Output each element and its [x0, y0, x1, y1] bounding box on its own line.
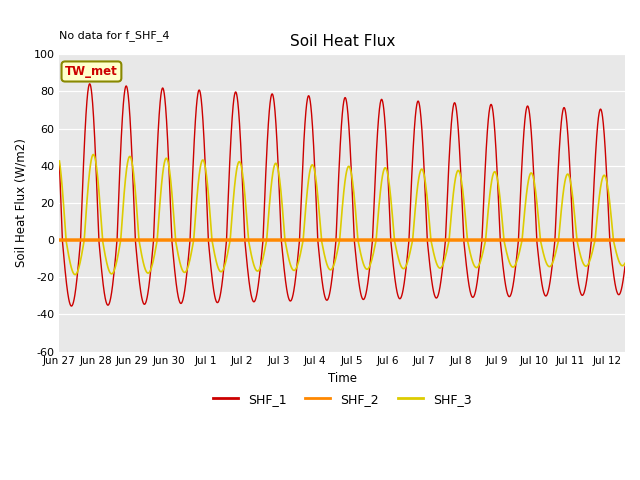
Y-axis label: Soil Heat Flux (W/m2): Soil Heat Flux (W/m2): [15, 138, 28, 267]
Legend: SHF_1, SHF_2, SHF_3: SHF_1, SHF_2, SHF_3: [208, 388, 476, 411]
Text: No data for f_SHF_4: No data for f_SHF_4: [60, 30, 170, 41]
Title: Soil Heat Flux: Soil Heat Flux: [289, 34, 395, 49]
Text: TW_met: TW_met: [65, 65, 118, 78]
X-axis label: Time: Time: [328, 372, 356, 385]
